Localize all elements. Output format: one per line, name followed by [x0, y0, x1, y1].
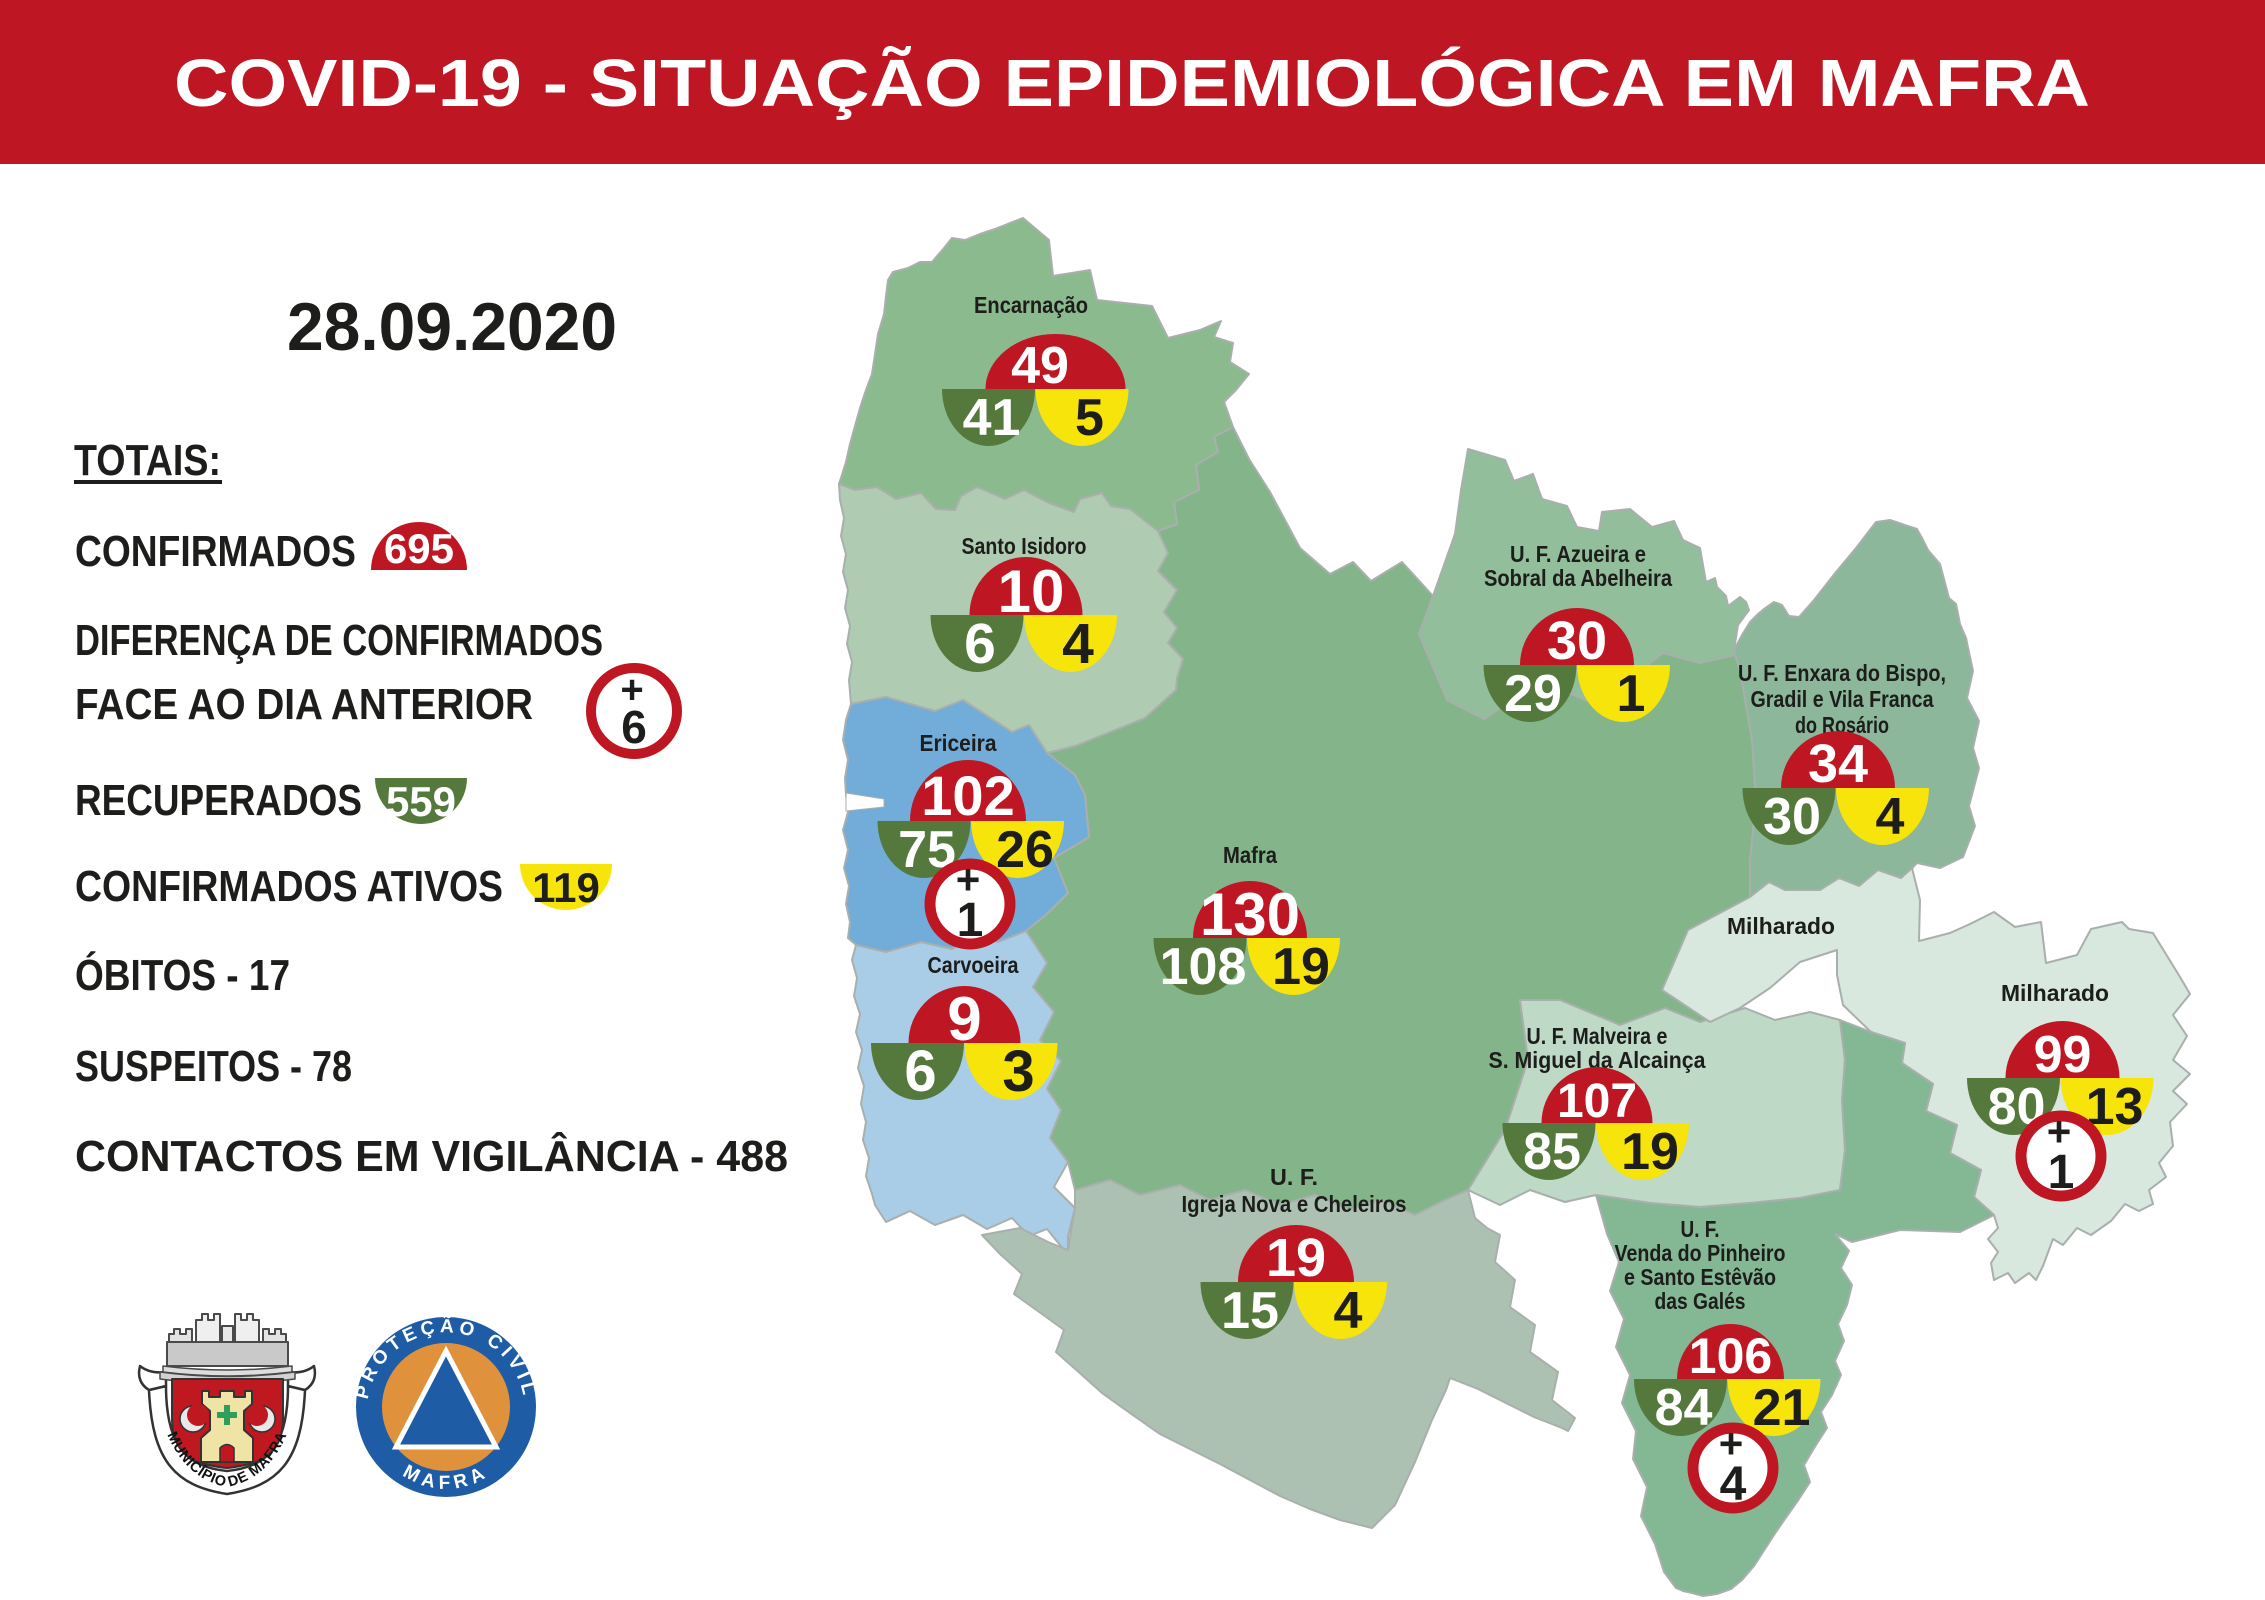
svg-text:das Galés: das Galés	[1655, 1288, 1746, 1314]
svg-text:Santo Isidoro: Santo Isidoro	[962, 533, 1087, 559]
svg-text:Milharado: Milharado	[2001, 980, 2109, 1006]
svg-text:Ericeira: Ericeira	[920, 730, 997, 756]
svg-text:+: +	[620, 668, 643, 712]
svg-text:4: 4	[1876, 788, 1905, 846]
svg-text:99: 99	[2034, 1026, 2092, 1084]
svg-text:9: 9	[947, 985, 981, 1054]
svg-text:6: 6	[964, 612, 996, 676]
svg-text:COVID-19 - SITUAÇÃO EPIDEMIOLÓ: COVID-19 - SITUAÇÃO EPIDEMIOLÓGICA EM MA…	[174, 46, 2090, 121]
svg-text:26: 26	[996, 821, 1054, 879]
svg-text:SUSPEITOS - 78: SUSPEITOS - 78	[75, 1042, 352, 1091]
svg-text:19: 19	[1266, 1228, 1326, 1288]
svg-text:Sobral da Abelheira: Sobral da Abelheira	[1484, 565, 1672, 591]
svg-text:28.09.2020: 28.09.2020	[287, 289, 617, 365]
svg-text:4: 4	[1334, 1282, 1363, 1340]
svg-text:5: 5	[1075, 389, 1104, 447]
svg-text:559: 559	[386, 778, 456, 825]
svg-text:1: 1	[1617, 665, 1646, 723]
svg-text:Milharado: Milharado	[1727, 913, 1835, 939]
svg-text:+: +	[956, 856, 981, 903]
svg-text:10: 10	[998, 558, 1065, 625]
svg-text:108: 108	[1160, 938, 1247, 996]
svg-text:e Santo Estêvão: e Santo Estêvão	[1624, 1264, 1776, 1290]
svg-text:CONFIRMADOS ATIVOS: CONFIRMADOS ATIVOS	[75, 862, 503, 911]
svg-text:19: 19	[1272, 938, 1330, 996]
svg-text:30: 30	[1547, 611, 1607, 671]
svg-text:TOTAIS:: TOTAIS:	[74, 436, 221, 485]
svg-text:+: +	[2047, 1108, 2072, 1155]
svg-text:41: 41	[963, 389, 1021, 447]
svg-text:3: 3	[1002, 1039, 1034, 1104]
svg-text:1: 1	[2048, 1146, 2075, 1199]
svg-text:6: 6	[621, 701, 647, 753]
svg-text:21: 21	[1753, 1379, 1811, 1437]
svg-text:119: 119	[532, 864, 600, 911]
svg-text:15: 15	[1221, 1282, 1279, 1340]
svg-text:106: 106	[1689, 1328, 1772, 1384]
svg-text:RECUPERADOS: RECUPERADOS	[75, 776, 362, 825]
svg-text:4: 4	[1062, 612, 1094, 676]
svg-text:U. F. Malveira e: U. F. Malveira e	[1527, 1023, 1668, 1049]
svg-text:CONTACTOS EM VIGILÂNCIA - 488: CONTACTOS EM VIGILÂNCIA - 488	[75, 1131, 788, 1181]
svg-text:CONFIRMADOS: CONFIRMADOS	[75, 527, 356, 576]
svg-text:6: 6	[904, 1039, 936, 1104]
svg-text:U. F. Azueira e: U. F. Azueira e	[1510, 541, 1646, 567]
svg-text:30: 30	[1763, 788, 1821, 846]
svg-text:U. F. Enxara do Bispo,: U. F. Enxara do Bispo,	[1738, 660, 1946, 686]
svg-text:34: 34	[1808, 734, 1868, 794]
svg-text:Mafra: Mafra	[1223, 842, 1277, 868]
svg-text:U. F.: U. F.	[1681, 1216, 1720, 1242]
svg-text:ÓBITOS - 17: ÓBITOS - 17	[75, 950, 290, 1000]
svg-text:102: 102	[921, 764, 1014, 827]
svg-text:Igreja Nova e Cheleiros: Igreja Nova e Cheleiros	[1182, 1191, 1407, 1217]
svg-text:Gradil e Vila Franca: Gradil e Vila Franca	[1751, 686, 1934, 712]
svg-text:84: 84	[1655, 1379, 1713, 1437]
svg-text:29: 29	[1504, 665, 1562, 723]
svg-text:130: 130	[1200, 881, 1300, 948]
svg-text:19: 19	[1621, 1123, 1679, 1181]
svg-text:1: 1	[957, 894, 984, 947]
svg-text:U. F.: U. F.	[1270, 1164, 1318, 1190]
svg-text:+: +	[1719, 1420, 1744, 1467]
svg-text:FACE AO DIA ANTERIOR: FACE AO DIA ANTERIOR	[75, 680, 533, 729]
svg-text:DIFERENÇA DE CONFIRMADOS: DIFERENÇA DE CONFIRMADOS	[75, 616, 603, 665]
svg-text:Carvoeira: Carvoeira	[928, 952, 1019, 978]
svg-text:85: 85	[1523, 1123, 1581, 1181]
svg-text:107: 107	[1557, 1075, 1637, 1128]
svg-text:4: 4	[1720, 1458, 1747, 1511]
svg-text:Venda do Pinheiro: Venda do Pinheiro	[1615, 1240, 1786, 1266]
svg-text:695: 695	[384, 525, 454, 572]
svg-text:49: 49	[1011, 337, 1069, 395]
svg-text:Encarnação: Encarnação	[974, 292, 1088, 318]
